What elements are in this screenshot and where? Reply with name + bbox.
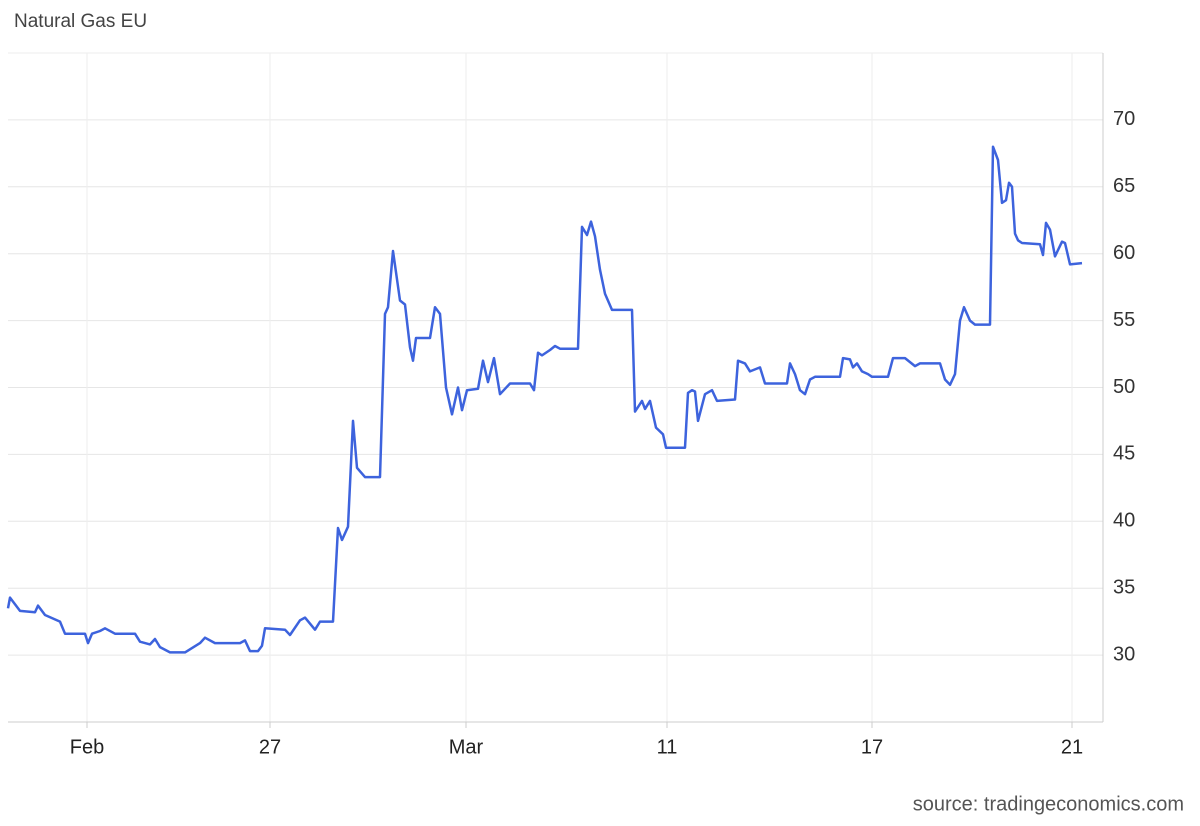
x-tick-label: 17	[861, 736, 883, 758]
y-tick-label: 70	[1113, 108, 1135, 130]
source: source: tradingeconomics.com	[913, 793, 1184, 815]
y-tick-label: 30	[1113, 643, 1135, 665]
x-tick-label: Mar	[449, 736, 484, 758]
y-tick-label: 65	[1113, 175, 1135, 197]
y-tick-label: 50	[1113, 376, 1135, 398]
y-tick-label: 35	[1113, 576, 1135, 598]
y-tick-label: 40	[1113, 510, 1135, 532]
x-tick-label: Feb	[70, 736, 104, 758]
x-tick-label: 27	[259, 736, 281, 758]
y-tick-label: 60	[1113, 242, 1135, 264]
x-tick-label: 11	[657, 736, 678, 758]
x-tick-label: 21	[1061, 736, 1083, 758]
price-line	[6, 145, 1083, 654]
y-tick-label: 55	[1113, 309, 1135, 331]
y-tick-label: 45	[1113, 443, 1135, 465]
chart-title: Natural Gas EU	[14, 11, 147, 32]
